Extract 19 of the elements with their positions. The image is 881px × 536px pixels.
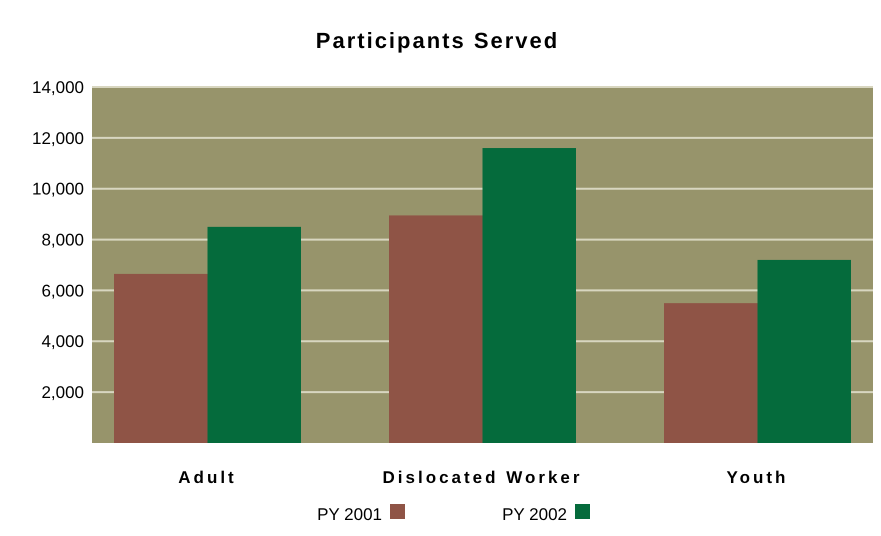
y-tick-label: 8,000 (41, 230, 84, 250)
legend-label: PY 2001 (317, 505, 382, 524)
bar (482, 148, 576, 443)
x-tick-label: Adult (178, 468, 237, 487)
bar (664, 303, 758, 443)
y-tick-label: 6,000 (41, 281, 84, 300)
legend-label: PY 2002 (502, 505, 567, 524)
x-tick-label: Dislocated Worker (382, 468, 582, 487)
x-tick-label: Youth (726, 468, 788, 487)
y-tick-label: 14,000 (32, 78, 84, 97)
chart-title: Participants Served (316, 28, 560, 53)
bar (758, 260, 851, 443)
bar (389, 215, 482, 443)
bar (114, 274, 208, 443)
bar (208, 226, 301, 443)
y-tick-label: 12,000 (32, 128, 84, 148)
y-tick-label: 4,000 (41, 332, 84, 352)
y-tick-label: 10,000 (32, 180, 84, 199)
y-tick-label: 2,000 (41, 383, 84, 402)
